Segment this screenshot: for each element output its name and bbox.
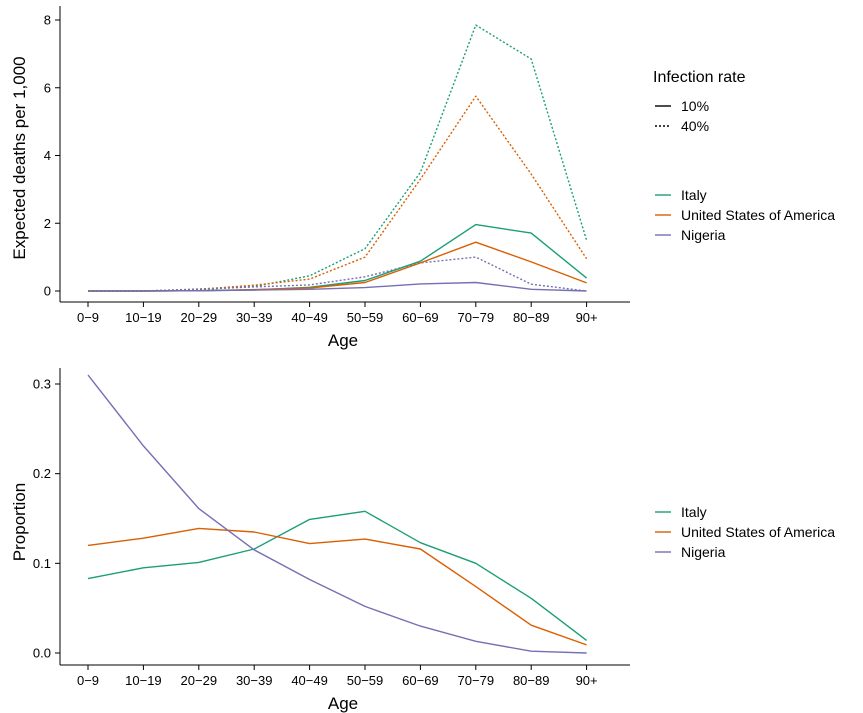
top-series-line-united-states-of-america-40pct [88,95,588,292]
bottom-x-tick-label: 40−49 [291,673,328,688]
bottom-x-tick-label: 90+ [576,673,598,688]
bottom-y-tick-label: 0.0 [33,646,51,661]
top-linetype-legend: Infection rate 10% 40% [653,69,746,134]
top-legend-label-usa: United States of America [681,207,835,223]
bottom-legend-label-italy: Italy [681,504,707,520]
bottom-plot-area: 0.0 0.1 0.2 0.3 0−9 10−19 20−29 30−39 40−49 50−59… [33,374,598,688]
bottom-x-tick-label: 0−9 [77,673,99,688]
linetype-legend-label-40: 40% [681,118,709,134]
bottom-color-legend: Italy United States of America Nigeria [655,504,835,560]
top-x-tick-label: 60−69 [402,310,439,325]
bottom-x-tick-label: 30−39 [236,673,273,688]
top-x-tick-label: 50−59 [347,310,384,325]
top-x-tick-label: 40−49 [291,310,328,325]
top-y-tick-label: 4 [44,148,51,163]
bottom-series-line-italy [87,510,588,641]
top-x-tick-label: 70−79 [458,310,495,325]
top-x-tick-label: 90+ [576,310,598,325]
bottom-legend-label-usa: United States of America [681,524,835,540]
bottom-x-tick-label: 20−29 [181,673,218,688]
linetype-legend-title: Infection rate [653,69,746,86]
top-series-line-italy-40pct [88,24,588,292]
top-series-line-nigeria-10pct [88,281,587,292]
bottom-x-tick-label: 50−59 [347,673,384,688]
top-x-axis-title: Age [328,331,358,350]
linetype-legend-label-10: 10% [681,98,709,114]
top-y-tick-label: 6 [44,80,51,95]
bottom-y-tick-label: 0.3 [33,377,51,392]
top-y-axis-title: Expected deaths per 1,000 [10,56,29,259]
bottom-series-line-united-states-of-america [87,527,587,646]
top-x-tick-label: 80−89 [513,310,550,325]
top-legend-label-nigeria: Nigeria [681,227,726,243]
top-plot-area: 0 2 4 6 8 0−9 10−19 20−29 30−39 40−49 50−59 60−69 70… [44,13,598,326]
bottom-x-tick-label: 60−69 [402,673,439,688]
bottom-x-tick-label: 10−19 [125,673,162,688]
bottom-chart-panel: Proportion Age 0.0 0.1 0.2 0.3 0−9 10−19 20−29… [10,368,630,713]
top-x-tick-label: 30−39 [236,310,273,325]
top-chart-panel: Expected deaths per 1,000 Age 0 2 4 6 8 0−9 10… [10,6,630,350]
bottom-legend-label-nigeria: Nigeria [681,544,726,560]
top-y-tick-label: 0 [44,284,51,299]
top-y-tick-label: 2 [44,216,51,231]
top-color-legend: Italy United States of America Nigeria [655,187,835,243]
bottom-x-tick-label: 70−79 [458,673,495,688]
top-x-tick-label: 0−9 [77,310,99,325]
bottom-y-tick-label: 0.2 [33,466,51,481]
bottom-x-axis-title: Age [328,694,358,713]
bottom-y-axis-title: Proportion [10,483,29,561]
top-legend-label-italy: Italy [681,187,707,203]
bottom-series-line-nigeria [87,374,587,654]
top-series-line-nigeria-40pct [88,256,587,292]
top-y-tick-label: 8 [44,13,51,28]
bottom-y-tick-label: 0.1 [33,556,51,571]
top-x-tick-label: 10−19 [125,310,162,325]
top-x-tick-label: 20−29 [181,310,218,325]
bottom-x-tick-label: 80−89 [513,673,550,688]
